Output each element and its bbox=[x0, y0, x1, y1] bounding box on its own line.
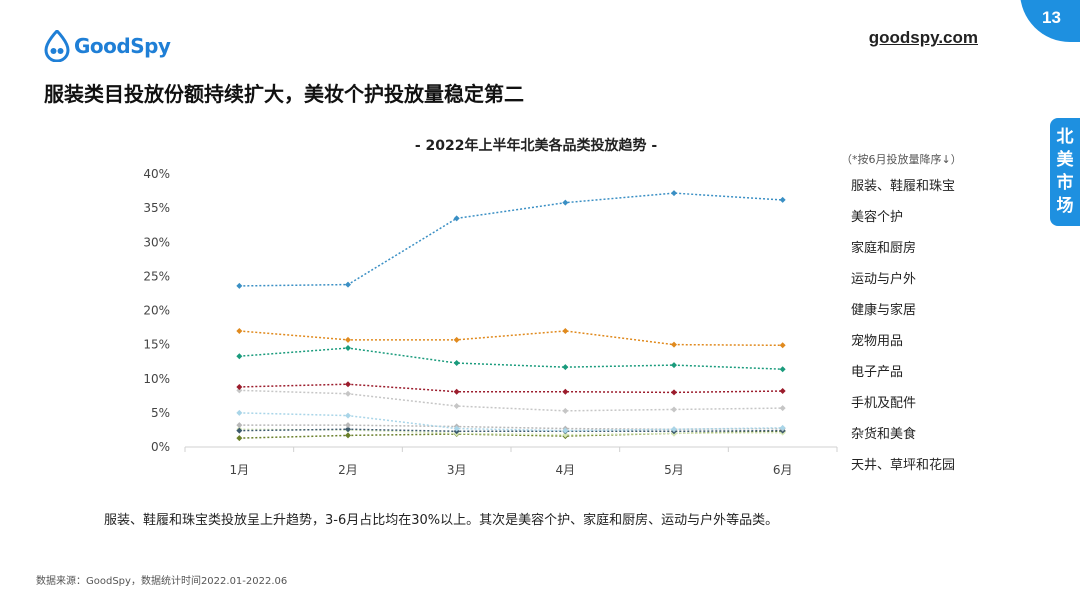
logo: GoodSpy bbox=[44, 29, 171, 63]
data-point bbox=[236, 353, 243, 360]
legend-item: 电子产品 bbox=[851, 365, 904, 380]
data-source: 数据来源：GoodSpy，数据统计时间2022.01-2022.06 bbox=[36, 576, 288, 587]
chart-summary: 服装、鞋履和珠宝类投放呈上升趋势，3-6月占比均在30%以上。其次是美容个护、家… bbox=[104, 513, 779, 528]
data-point bbox=[671, 341, 677, 348]
data-point bbox=[345, 336, 351, 343]
data-point bbox=[779, 342, 786, 349]
data-point bbox=[236, 435, 243, 442]
series-line bbox=[239, 412, 783, 432]
data-point bbox=[562, 407, 569, 414]
data-point bbox=[345, 422, 351, 429]
data-point bbox=[345, 390, 351, 397]
y-tick-label: 25% bbox=[143, 269, 170, 283]
data-point bbox=[236, 327, 243, 334]
data-point bbox=[236, 422, 243, 429]
data-point bbox=[236, 383, 243, 390]
x-tick-label: 2月 bbox=[338, 463, 358, 477]
data-point bbox=[236, 387, 243, 394]
series-line bbox=[239, 347, 783, 370]
data-point bbox=[236, 282, 243, 289]
y-tick-label: 0% bbox=[151, 440, 170, 454]
data-point bbox=[345, 412, 351, 419]
region-tab-label: 北美市场 bbox=[1056, 127, 1074, 216]
data-point bbox=[345, 381, 351, 388]
data-point bbox=[779, 366, 786, 373]
x-tick-label: 4月 bbox=[556, 463, 576, 477]
data-point bbox=[345, 345, 351, 352]
series-line bbox=[239, 428, 783, 436]
legend-item: 健康与家居 bbox=[851, 303, 917, 318]
series-line bbox=[239, 428, 783, 433]
data-point bbox=[779, 405, 786, 412]
y-tick-label: 30% bbox=[143, 235, 170, 249]
legend-item: 手机及配件 bbox=[851, 396, 917, 411]
series-line bbox=[239, 192, 783, 287]
site-link[interactable]: goodspy.com bbox=[868, 28, 978, 47]
data-point bbox=[453, 336, 460, 343]
data-point bbox=[236, 409, 243, 416]
data-point bbox=[671, 389, 677, 396]
series-line bbox=[239, 424, 783, 431]
series-line bbox=[239, 383, 783, 394]
data-point bbox=[562, 427, 569, 434]
data-point bbox=[779, 424, 786, 431]
y-tick-label: 20% bbox=[143, 304, 170, 318]
data-point bbox=[453, 215, 460, 222]
data-point bbox=[453, 360, 460, 367]
data-point bbox=[236, 427, 243, 434]
chart-note: （*按6月投放量降序↓） bbox=[841, 153, 962, 166]
region-tab[interactable]: 北美市场 bbox=[1050, 118, 1080, 226]
legend-item: 宠物用品 bbox=[851, 334, 904, 349]
data-point bbox=[345, 281, 351, 288]
goodspy-logo-icon bbox=[44, 30, 70, 62]
logo-text: GoodSpy bbox=[74, 34, 171, 58]
data-point bbox=[453, 403, 460, 410]
data-point bbox=[562, 431, 569, 438]
page-title: 服装类目投放份额持续扩大，美妆个护投放量稳定第二 bbox=[44, 82, 524, 106]
data-point bbox=[562, 327, 569, 334]
x-tick-label: 6月 bbox=[773, 463, 793, 477]
data-point bbox=[671, 362, 677, 369]
chart-legend: 服装、鞋履和珠宝 美容个护家庭和厨房运动与户外健康与家居宠物用品电子产品手机及配件… bbox=[851, 177, 955, 487]
data-point bbox=[453, 425, 460, 432]
data-point bbox=[671, 406, 677, 413]
page-number: 13 bbox=[1042, 8, 1061, 27]
data-point bbox=[345, 432, 351, 439]
data-point bbox=[562, 199, 569, 206]
series-line bbox=[239, 430, 783, 439]
legend-item: 美容个护 bbox=[851, 210, 904, 225]
chart-title-text: - 2022年上半年北美各品类投放趋势 - bbox=[414, 138, 658, 154]
y-tick-label: 10% bbox=[143, 372, 170, 386]
data-point bbox=[671, 190, 677, 197]
x-tick-label: 5月 bbox=[664, 463, 684, 477]
legend-item: 运动与户外 bbox=[851, 272, 917, 287]
chart-title: - 2022年上半年北美各品类投放趋势 - bbox=[0, 135, 1080, 155]
series-line bbox=[239, 330, 783, 347]
y-tick-label: 15% bbox=[143, 338, 170, 352]
data-point bbox=[562, 388, 569, 395]
data-point bbox=[779, 388, 786, 395]
data-point bbox=[562, 364, 569, 371]
legend-item: 天井、草坪和花园 bbox=[851, 458, 956, 473]
x-tick-label: 3月 bbox=[447, 463, 467, 477]
x-tick-label: 1月 bbox=[230, 463, 250, 477]
data-point bbox=[453, 388, 460, 395]
legend-item: 家庭和厨房 bbox=[851, 241, 917, 256]
y-tick-label: 40% bbox=[143, 167, 170, 181]
data-point bbox=[671, 426, 677, 433]
data-point bbox=[779, 196, 786, 203]
y-tick-label: 35% bbox=[143, 201, 170, 215]
data-point bbox=[345, 426, 351, 433]
series-line bbox=[239, 389, 783, 412]
y-tick-label: 5% bbox=[151, 406, 170, 420]
legend-item: 服装、鞋履和珠宝 bbox=[851, 179, 956, 194]
legend-item: 杂货和美食 bbox=[851, 427, 917, 442]
